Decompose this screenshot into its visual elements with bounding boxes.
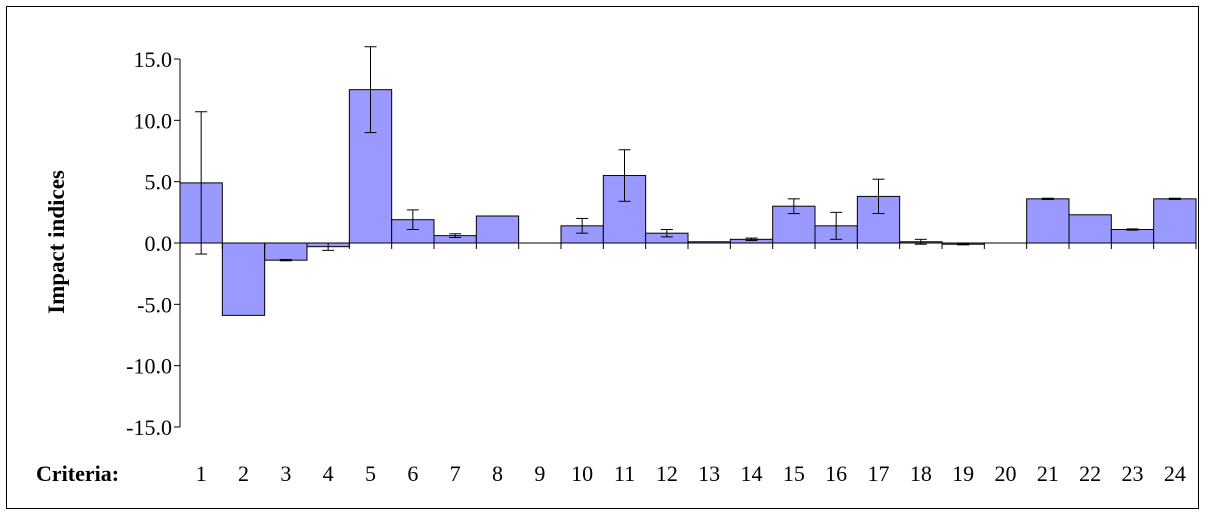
y-axis-label: Impact indices (44, 170, 69, 314)
x-tick-label: 5 (365, 461, 376, 486)
x-tick-label: 15 (783, 461, 805, 486)
bar (475, 215, 520, 244)
bar (1110, 229, 1155, 244)
error-bar (830, 211, 843, 240)
bar (221, 242, 266, 316)
x-tick-label: 2 (238, 461, 249, 486)
x-tick-label: 13 (698, 461, 720, 486)
error-bar (195, 111, 208, 255)
bars (179, 89, 1197, 316)
x-tick-label: 10 (571, 461, 593, 486)
x-tick-label: 3 (280, 461, 291, 486)
error-bar (1126, 228, 1139, 231)
error-bar (406, 209, 419, 231)
x-tick-label: 22 (1079, 461, 1101, 486)
x-tick-label: 14 (741, 461, 763, 486)
x-axis-label: Criteria: (36, 461, 119, 486)
x-tick-label: 19 (952, 461, 974, 486)
x-tick-label: 16 (825, 461, 847, 486)
y-tick-label: -5.0 (137, 292, 172, 317)
x-tick-label: 20 (995, 461, 1017, 486)
x-tick-label: 1 (196, 461, 207, 486)
x-tick-label: 4 (323, 461, 334, 486)
error-bar (576, 217, 589, 234)
x-tick-label: 24 (1164, 461, 1186, 486)
bar (1068, 214, 1112, 244)
y-axis: 15.0 10.0 5.0 0.0 -5.0 -10.0 -15.0 (126, 47, 181, 440)
x-tick-label: 6 (407, 461, 418, 486)
x-tick-label: 12 (656, 461, 678, 486)
error-bars (195, 46, 1181, 262)
error-bar (745, 237, 758, 242)
error-bar (872, 178, 885, 215)
y-tick-label: 5.0 (145, 170, 173, 195)
x-axis: 1 2 3 4 5 6 7 8 9 10 11 12 13 14 15 16 17 18 19 20 21 22 23 24 (179, 242, 1197, 486)
y-tick-label: 0.0 (145, 231, 173, 256)
error-bar (1041, 197, 1054, 200)
y-tick-label: -10.0 (126, 354, 172, 379)
x-tick-label: 9 (534, 461, 545, 486)
error-bar (618, 149, 631, 202)
x-tick-label: 7 (450, 461, 461, 486)
x-tick-label: 18 (910, 461, 932, 486)
error-bar (279, 259, 292, 262)
chart-frame (6, 6, 1199, 509)
y-tick-label: 15.0 (134, 47, 173, 72)
bar (1153, 198, 1197, 244)
x-tick-label: 21 (1037, 461, 1059, 486)
x-tick-label: 8 (492, 461, 503, 486)
error-bar (957, 243, 970, 246)
error-bar (787, 198, 800, 215)
error-bar (660, 229, 673, 238)
y-tick-label: -15.0 (126, 415, 172, 440)
error-bar (1168, 197, 1181, 200)
x-tick-label: 11 (614, 461, 635, 486)
x-tick-label: 17 (868, 461, 890, 486)
bar (264, 242, 308, 261)
error-bar (364, 46, 377, 134)
bar (1026, 198, 1070, 244)
error-bar (449, 233, 462, 238)
y-tick-label: 10.0 (134, 108, 173, 133)
x-tick-label: 23 (1122, 461, 1144, 486)
